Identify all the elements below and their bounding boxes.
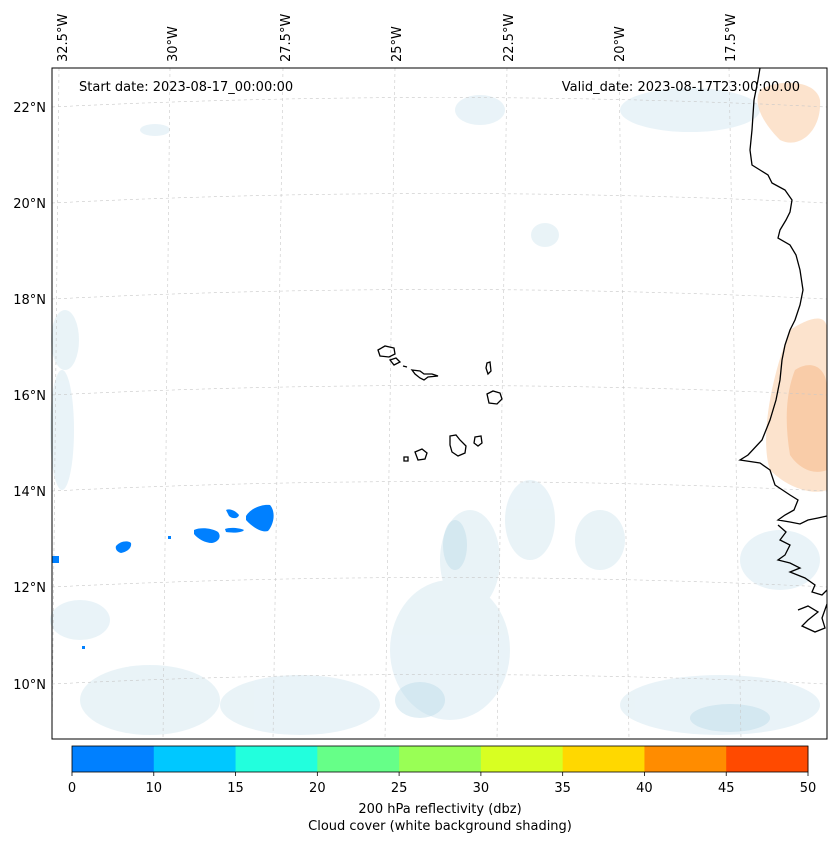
island-sal: [485, 361, 492, 376]
island-boa-vista: [486, 390, 503, 405]
cloud-cover-shading-dense: [395, 520, 770, 732]
reflectivity-feature-a: [115, 541, 132, 553]
lat-label: 10°N: [13, 678, 46, 693]
colorbar-subtitle: Cloud cover (white background shading): [308, 819, 572, 834]
colorbar-ticks: 0 10 15 20 25 30 35 40 45 50: [68, 772, 816, 796]
reflectivity-feature-c: [225, 527, 244, 533]
colorbar-tick-label: 45: [718, 781, 735, 796]
start-date-label: Start date: 2023-08-17_00:00:00: [79, 80, 293, 95]
lon-label: 30°W: [166, 26, 181, 62]
colorbar-tick-label: 35: [554, 781, 571, 796]
reflectivity-feature-west-edge: [52, 556, 59, 563]
lat-label: 16°N: [13, 389, 46, 404]
colorbar-segment: [644, 746, 727, 772]
island-sao-nicolau: [410, 369, 439, 381]
island-maio: [473, 435, 483, 447]
colorbar-segment: [317, 746, 400, 772]
valid-date-label: Valid_date: 2023-08-17T23:00:00.00: [562, 80, 800, 95]
reflectivity-feature-speck: [82, 646, 85, 649]
island-santo-antao: [377, 345, 396, 358]
colorbar-segment: [153, 746, 237, 772]
lon-label: 25°W: [390, 26, 405, 62]
island-brava: [403, 456, 409, 462]
coastline-islands-south: [776, 524, 828, 596]
colorbar-tick-label: 20: [309, 781, 326, 796]
colorbar-segment: [72, 746, 155, 772]
colorbar-tick-label: 25: [391, 781, 408, 796]
coastline: [377, 67, 828, 633]
colorbar-segment: [562, 746, 645, 772]
lat-label: 22°N: [13, 101, 46, 116]
gridlines: [51, 67, 828, 740]
colorbar-tick-label: 0: [68, 781, 76, 796]
colorbar-tick-label: 30: [473, 781, 490, 796]
reflectivity-feature-d: [226, 509, 239, 519]
map-plot-area: [52, 68, 827, 739]
reflectivity-features: [52, 504, 274, 649]
colorbar: [72, 746, 809, 772]
colorbar-segment: [726, 746, 809, 772]
colorbar-tick-label: 50: [800, 781, 817, 796]
lat-label: 14°N: [13, 485, 46, 500]
colorbar-title: 200 hPa reflectivity (dbz): [358, 802, 521, 817]
colorbar-tick-label: 40: [636, 781, 653, 796]
latitude-labels: 22°N 20°N 18°N 16°N 14°N 12°N 10°N: [13, 101, 46, 693]
lon-label: 20°W: [613, 26, 628, 62]
reflectivity-feature-e: [246, 504, 274, 532]
reflectivity-feature-b: [194, 528, 220, 543]
longitude-labels: 32.5°W 30°W 27.5°W 25°W 22.5°W 20°W 17.5…: [56, 14, 739, 62]
coastline-detail: [797, 603, 828, 633]
island-santa-luzia: [402, 365, 408, 368]
lat-label: 20°N: [13, 197, 46, 212]
cloud-cover-shading: [50, 88, 820, 735]
lat-label: 12°N: [13, 581, 46, 596]
colorbar-segment: [235, 746, 318, 772]
colorbar-segment: [480, 746, 564, 772]
colorbar-segment: [399, 746, 482, 772]
reflectivity-feature-speck2: [168, 536, 171, 539]
african-coastline: [738, 67, 828, 525]
island-sao-vicente: [388, 357, 402, 366]
lon-label: 27.5°W: [279, 14, 294, 62]
colorbar-tick-label: 15: [227, 781, 244, 796]
island-santiago: [449, 434, 467, 457]
warm-shading-strong: [786, 365, 827, 472]
colorbar-frame: [71, 745, 809, 773]
lon-label: 17.5°W: [724, 14, 739, 62]
lat-label: 18°N: [13, 293, 46, 308]
map-frame: [51, 67, 828, 740]
lon-label: 22.5°W: [502, 14, 517, 62]
lon-label: 32.5°W: [56, 14, 71, 62]
island-fogo: [414, 448, 428, 461]
colorbar-tick-label: 10: [146, 781, 163, 796]
